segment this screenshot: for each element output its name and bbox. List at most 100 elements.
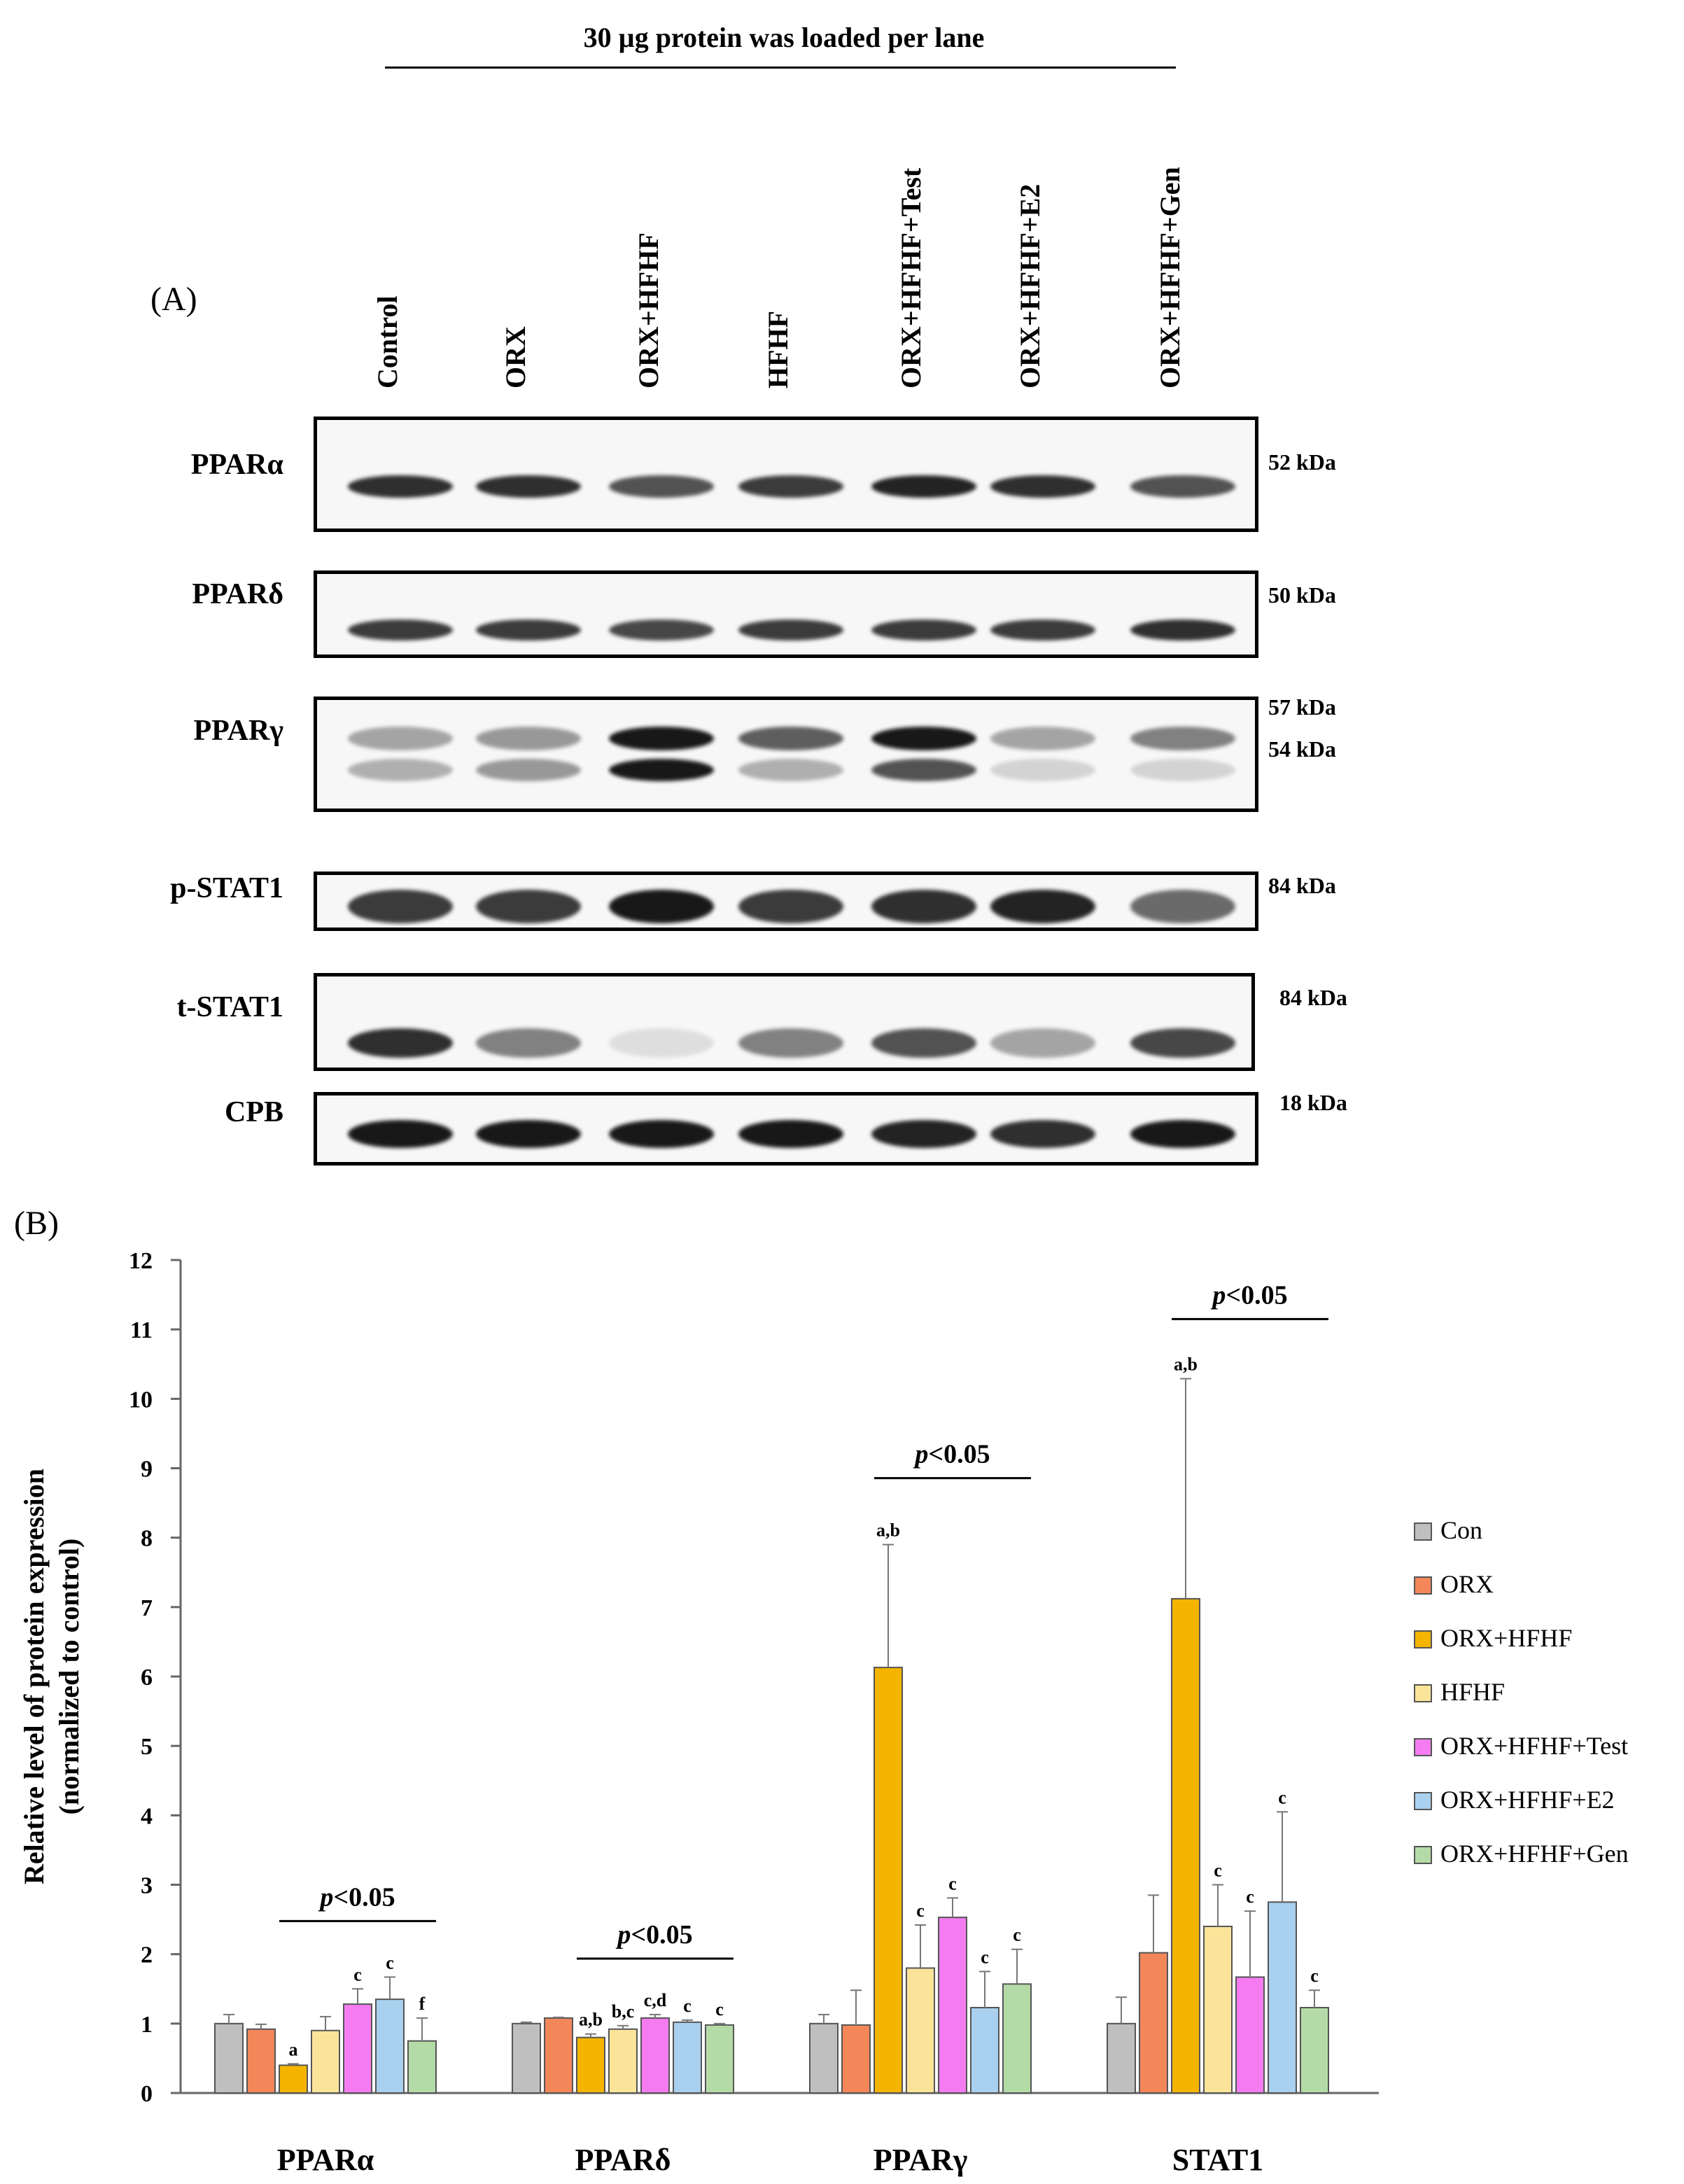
blot-band [1130, 1120, 1235, 1148]
lane-label: ORX [500, 326, 531, 388]
significance-letter: a,b [876, 1520, 900, 1541]
legend-label: ORX+HFHF [1440, 1624, 1573, 1652]
bar [1002, 1983, 1032, 2094]
significance-letter: a [289, 2039, 298, 2059]
blot-band [348, 475, 453, 498]
significance-letter: c [948, 1873, 957, 1893]
bar [343, 2003, 372, 2094]
lane-label: HFHF [762, 310, 794, 388]
blot-band [871, 759, 976, 781]
legend-label: Con [1440, 1516, 1483, 1544]
bar [1107, 2022, 1136, 2094]
blot-band [990, 620, 1095, 640]
blot-band [1130, 727, 1235, 750]
legend-swatch [1414, 1576, 1432, 1595]
blot-band [348, 1120, 453, 1148]
bar [1203, 1926, 1233, 2094]
bar [673, 2021, 702, 2094]
legend-label: ORX+HFHF+E2 [1440, 1786, 1615, 1814]
bar [576, 2036, 605, 2094]
significance-letter: a,b [579, 2010, 603, 2030]
blot-band [738, 759, 843, 781]
p-value-label: p<0.05 [318, 1882, 395, 1912]
panel-a-label: (A) [150, 281, 197, 318]
blot-band [990, 1028, 1095, 1058]
y-tick-label: 0 [141, 2081, 153, 2107]
bar [906, 1967, 935, 2094]
significance-letter: a,b [1174, 1354, 1198, 1375]
y-axis-label: Relative level of protein expression [18, 1469, 50, 1884]
blot-band [738, 620, 843, 640]
legend-swatch [1414, 1522, 1432, 1541]
blot-band [990, 890, 1095, 923]
blot-band [609, 727, 714, 750]
lane-label: Control [372, 295, 403, 388]
bar [970, 2007, 999, 2094]
y-tick-label: 4 [141, 1803, 153, 1829]
significance-letter: b,c [612, 2001, 635, 2022]
blot-row-label: CPB [225, 1096, 283, 1128]
blot-band [990, 759, 1095, 781]
blot-band [990, 727, 1095, 750]
bar [1300, 2007, 1329, 2094]
blot-band [1130, 620, 1235, 640]
blot-band [348, 890, 453, 923]
y-tick-label: 10 [129, 1387, 153, 1413]
legend-swatch [1414, 1846, 1432, 1864]
blot-band [476, 1120, 581, 1148]
legend-swatch [1414, 1792, 1432, 1810]
blot-band [1130, 475, 1235, 498]
blot-band [609, 475, 714, 498]
bar [640, 2017, 670, 2094]
significance-letter: c [1013, 1925, 1021, 1945]
blot-band [738, 727, 843, 750]
y-tick-label: 5 [141, 1734, 153, 1760]
y-tick-label: 11 [130, 1317, 153, 1343]
significance-letter: c [1246, 1886, 1254, 1907]
blot-band [871, 890, 976, 923]
legend-swatch [1414, 1738, 1432, 1756]
bar [544, 2017, 573, 2094]
y-tick-label: 1 [141, 2012, 153, 2038]
significance-letter: c [1278, 1787, 1286, 1807]
blot-row-label: PPARα [190, 449, 283, 481]
y-tick-label: 9 [141, 1457, 153, 1483]
lane-label: ORX+HFHF+Test [895, 167, 927, 388]
blot-band [1130, 1028, 1235, 1058]
blot-strip [314, 416, 1258, 532]
blot-band [348, 727, 453, 750]
p-value-label: p<0.05 [913, 1440, 990, 1469]
kda-label: 84 kDa [1268, 873, 1336, 898]
blot-band [476, 890, 581, 923]
bar [407, 2040, 437, 2094]
kda-label: 18 kDa [1279, 1090, 1347, 1115]
blot-strip [314, 570, 1258, 658]
legend-label: ORX+HFHF+Test [1440, 1732, 1629, 1760]
lane-label: ORX+HFHF+E2 [1014, 183, 1046, 388]
blot-band [476, 759, 581, 781]
bar [705, 2024, 734, 2094]
bar [809, 2022, 839, 2094]
legend-label: ORX+HFHF+Gen [1440, 1840, 1629, 1868]
y-tick-label: 6 [141, 1665, 153, 1690]
significance-letter: c [981, 1947, 989, 1967]
category-label: STAT1 [1172, 2143, 1263, 2177]
blot-band [348, 759, 453, 781]
y-axis-label-2: (normalized to control) [53, 1539, 85, 1815]
blot-band [1130, 890, 1235, 923]
legend-swatch [1414, 1630, 1432, 1648]
bar [1268, 1901, 1297, 2094]
kda-label: 52 kDa [1268, 449, 1336, 475]
legend-swatch [1414, 1684, 1432, 1702]
bar [512, 2022, 541, 2094]
blot-band [738, 475, 843, 498]
blot-band [348, 620, 453, 640]
blot-band [871, 475, 976, 498]
category-label: PPARγ [873, 2143, 968, 2177]
blot-strip [314, 696, 1258, 812]
y-tick-label: 7 [141, 1595, 153, 1621]
significance-letter: c [353, 1964, 362, 1984]
blot-strip [314, 1092, 1258, 1166]
blot-band [609, 1120, 714, 1148]
